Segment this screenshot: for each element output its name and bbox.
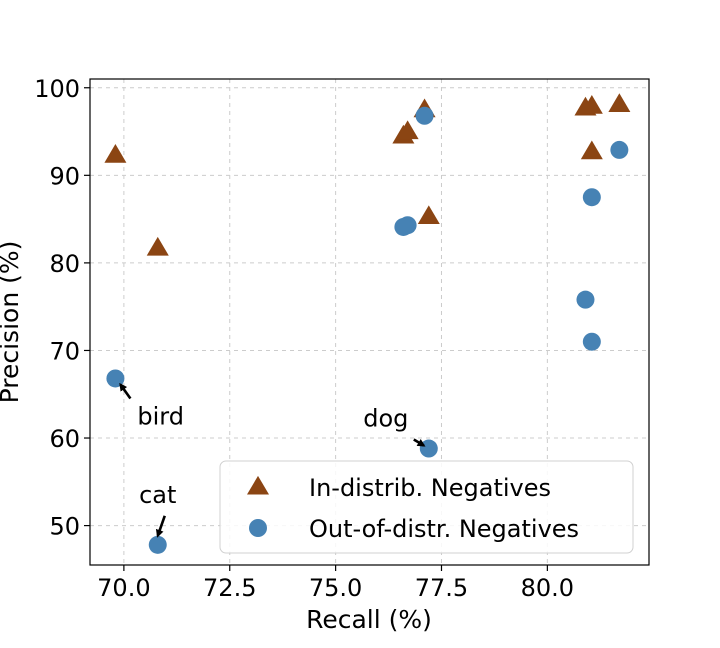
annotation-dog: dog — [363, 405, 408, 433]
annotation-cat: cat — [139, 481, 176, 509]
triangle-point — [580, 94, 603, 114]
triangle-point — [417, 205, 440, 225]
x-tick-label: 72.5 — [203, 574, 256, 602]
legend-label: Out-of-distr. Negatives — [309, 515, 579, 543]
triangle-point — [396, 120, 419, 140]
x-tick-label: 70.0 — [97, 574, 150, 602]
y-tick-label: 90 — [49, 162, 80, 190]
x-tick-label: 80.0 — [521, 574, 574, 602]
triangle-point — [146, 236, 169, 256]
triangle-point — [580, 140, 603, 160]
circle-point — [582, 188, 601, 207]
axes-frame — [89, 78, 650, 566]
triangle-point — [608, 93, 631, 112]
tick-marks — [84, 87, 548, 571]
legend-triangle-marker — [247, 475, 269, 495]
annotation-bird: bird — [137, 402, 184, 430]
circle-point — [415, 106, 434, 125]
legend-box — [219, 460, 634, 554]
annotation-arrow — [155, 515, 166, 538]
data-points — [104, 93, 631, 554]
circle-point — [610, 140, 629, 159]
y-tick-label: 50 — [49, 513, 80, 541]
y-axis-label: Precision (%) — [0, 241, 24, 404]
circle-point — [419, 439, 438, 458]
y-tick-label: 70 — [49, 337, 80, 365]
y-tick-label: 60 — [49, 425, 80, 453]
annotation-arrow — [119, 382, 132, 400]
x-tick-label: 75.0 — [309, 574, 362, 602]
legend-label: In-distrib. Negatives — [309, 474, 551, 502]
legend-items: In-distrib. Negatives Out-of-distr. Negat… — [247, 474, 579, 543]
x-axis-label: Recall (%) — [306, 605, 432, 634]
circle-point — [398, 216, 417, 235]
triangle-point — [104, 144, 127, 163]
tick-labels: 70.0 72.5 75.0 77.5 80.0 50 60 70 80 90 100 — [34, 75, 574, 602]
circle-point — [148, 535, 167, 554]
legend-circle-marker — [249, 519, 267, 537]
y-tick-label: 80 — [49, 250, 80, 278]
x-tick-label: 77.5 — [415, 574, 468, 602]
annotation-arrow — [413, 438, 426, 447]
y-tick-label: 100 — [34, 75, 80, 103]
annotations: bird cat dog — [119, 382, 426, 538]
circle-point — [582, 332, 601, 351]
legend: In-distrib. Negatives Out-of-distr. Negat… — [219, 460, 634, 554]
circle-point — [576, 290, 595, 309]
